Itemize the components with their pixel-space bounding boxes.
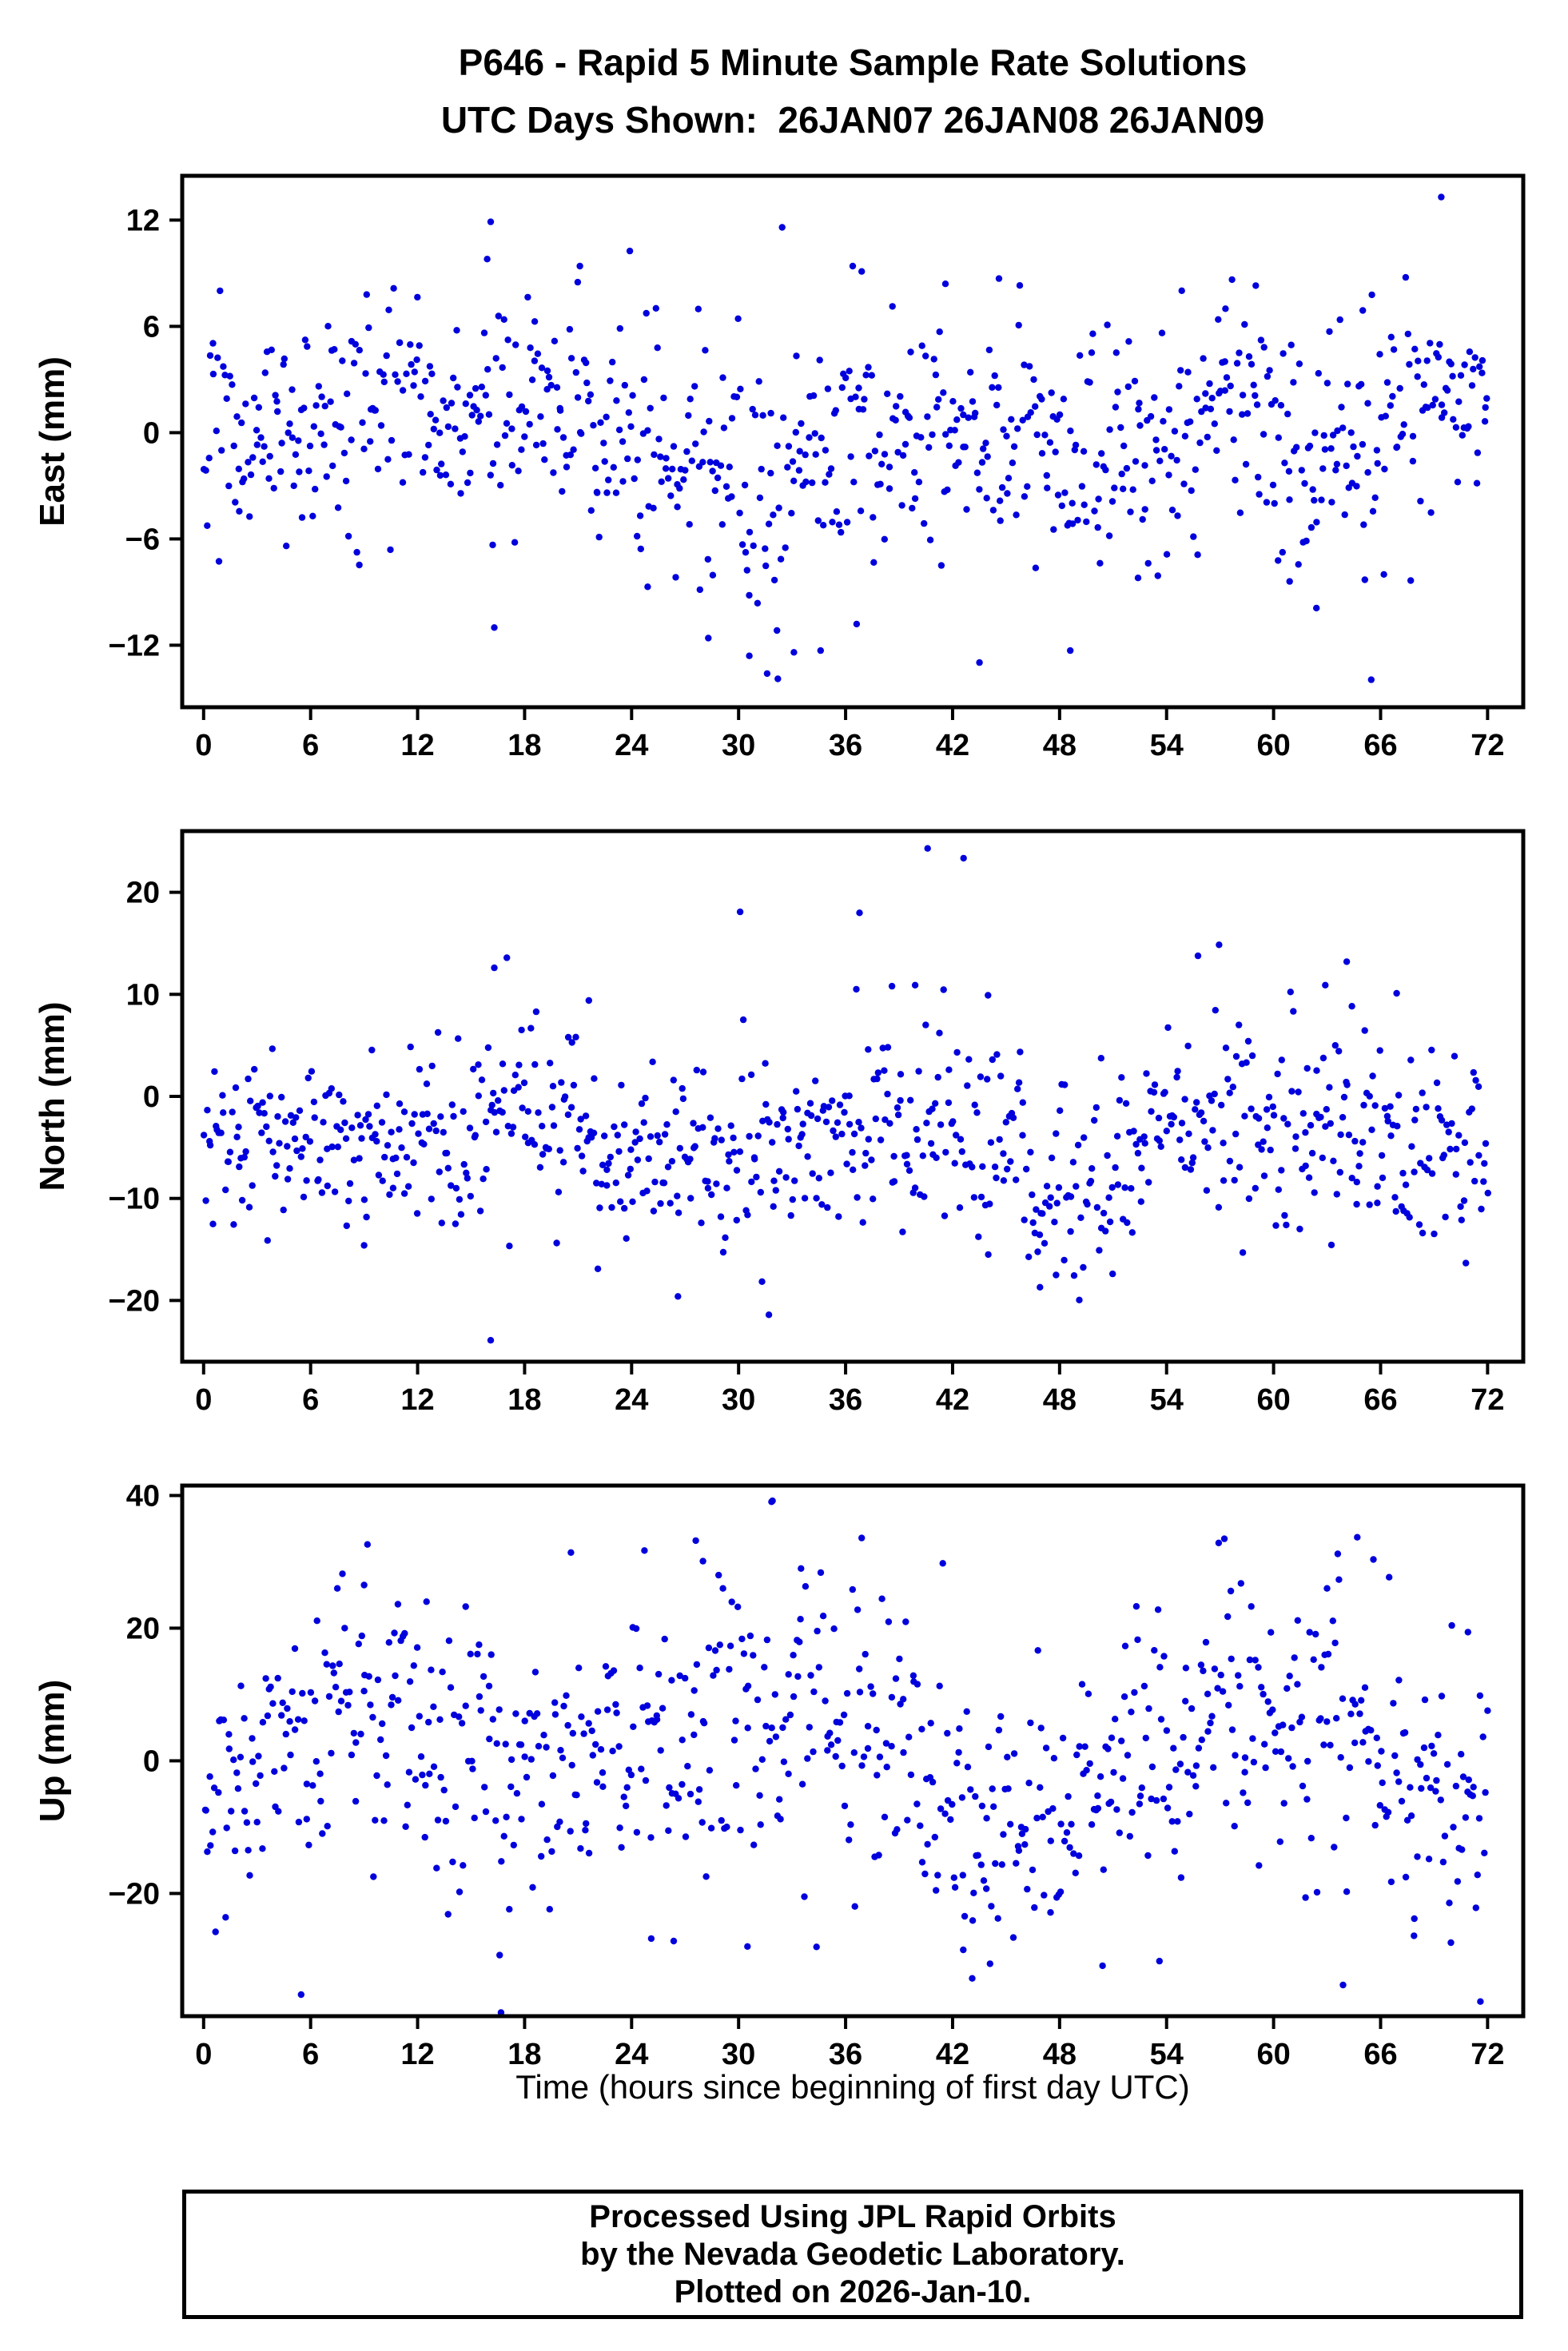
up-xtick-label: 42: [936, 2038, 969, 2071]
up-xtick-label: 24: [615, 2038, 648, 2071]
figure-title: P646 - Rapid 5 Minute Sample Rate Soluti…: [182, 34, 1523, 149]
east-xtick-label: 6: [302, 729, 319, 762]
east-xtick-label: 54: [1150, 729, 1184, 762]
up-scatter-points: [201, 1497, 1491, 2016]
up-xtick-label: 18: [507, 2038, 541, 2071]
north-y-axis-label: North (mm): [33, 1001, 72, 1191]
east-xtick-label: 12: [400, 729, 434, 762]
footer-line-1: Processed Using JPL Rapid Orbits: [589, 2198, 1116, 2234]
footer-line-3: Plotted on 2026-Jan-10.: [674, 2273, 1032, 2309]
up-ytick-label: 20: [126, 1612, 160, 1645]
east-ytick-label: −6: [125, 523, 160, 556]
up-xtick-label: 66: [1363, 2038, 1397, 2071]
east-xtick-label: 0: [195, 729, 212, 762]
east-xtick-label: 60: [1256, 729, 1290, 762]
north-ytick-label: −20: [109, 1284, 160, 1318]
east-ytick-label: 6: [143, 310, 160, 344]
footer-box: Processed Using JPL Rapid Orbits by the …: [182, 2190, 1523, 2319]
north-xtick-label: 60: [1256, 1383, 1290, 1417]
north-xtick-label: 6: [302, 1383, 319, 1417]
north-xtick-label: 24: [615, 1383, 648, 1417]
east-scatter-points: [200, 193, 1490, 683]
title-line-2: UTC Days Shown: 26JAN07 26JAN08 26JAN09: [440, 99, 1265, 141]
up-xtick-label: 48: [1043, 2038, 1077, 2071]
title-line-1: P646 - Rapid 5 Minute Sample Rate Soluti…: [458, 42, 1248, 83]
north-scatter-points: [200, 845, 1492, 1344]
north-xtick-label: 30: [722, 1383, 755, 1417]
up-ytick-label: −20: [109, 1877, 160, 1911]
east-ytick-label: 0: [143, 416, 160, 450]
x-axis-label: Time (hours since beginning of first day…: [515, 2068, 1190, 2106]
north-xtick-label: 12: [400, 1383, 434, 1417]
north-xtick-label: 72: [1470, 1383, 1504, 1417]
east-xtick-label: 36: [829, 729, 862, 762]
footer-line-2: by the Nevada Geodetic Laboratory.: [580, 2236, 1125, 2272]
north-xtick-label: 66: [1363, 1383, 1397, 1417]
north-ytick-label: −10: [109, 1183, 160, 1216]
north-ytick-label: 10: [126, 978, 160, 1012]
up-xtick-label: 72: [1470, 2038, 1504, 2071]
up-ytick-label: 40: [126, 1479, 160, 1513]
east-xtick-label: 42: [936, 729, 969, 762]
east-xtick-label: 66: [1363, 729, 1397, 762]
panel-up: 0 6 12 18 24 30 36 42 48 54 60 66 72 −20 0 20 40 Up (mm): [33, 1479, 1526, 2071]
up-xtick-label: 30: [722, 2038, 755, 2071]
east-xtick-label: 24: [615, 729, 648, 762]
north-xtick-label: 48: [1043, 1383, 1077, 1417]
east-xtick-label: 72: [1470, 729, 1504, 762]
up-xtick-label: 6: [302, 2038, 319, 2071]
east-xtick-label: 18: [507, 729, 541, 762]
north-ytick-label: 20: [126, 877, 160, 910]
north-xtick-label: 0: [195, 1383, 212, 1417]
up-xtick-label: 0: [195, 2038, 212, 2071]
east-y-axis-label: East (mm): [33, 356, 72, 527]
north-xtick-label: 54: [1150, 1383, 1184, 1417]
north-xtick-label: 18: [507, 1383, 541, 1417]
up-xtick-label: 36: [829, 2038, 862, 2071]
east-xtick-label: 30: [722, 729, 755, 762]
up-y-axis-label: Up (mm): [33, 1680, 72, 1822]
north-xtick-label: 42: [936, 1383, 969, 1417]
north-ytick-label: 0: [143, 1080, 160, 1114]
up-xtick-label: 12: [400, 2038, 434, 2071]
up-xtick-label: 54: [1150, 2038, 1184, 2071]
up-xtick-label: 60: [1256, 2038, 1290, 2071]
panel-north: 0 6 12 18 24 30 36 42 48 54 60 66 72 −20 −10 0 10 20 North…: [33, 829, 1526, 1417]
north-xtick-label: 36: [829, 1383, 862, 1417]
east-ytick-label: −12: [109, 629, 160, 662]
east-xtick-label: 48: [1043, 729, 1077, 762]
panel-east: 0 6 12 18 24 30 36 42 48 54 60 66 72 −12 −6 0 6 12 East (m…: [33, 173, 1526, 762]
east-ytick-label: 12: [126, 204, 160, 237]
up-ytick-label: 0: [143, 1744, 160, 1778]
